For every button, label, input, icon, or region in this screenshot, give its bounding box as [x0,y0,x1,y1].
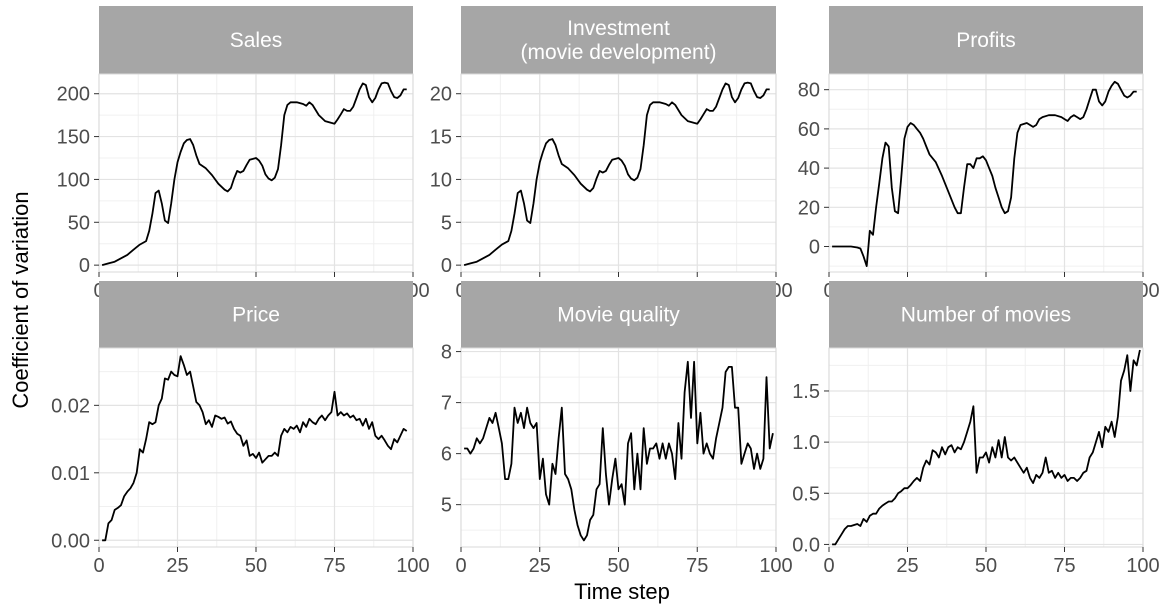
facet-panel: Number of movies 0.0 0.5 1.0 1.5 0 25 50 75 100 [792,281,1160,577]
y-axis-title: Coefficient of variation [8,191,33,408]
y-tick-label: 1.5 [792,381,820,403]
y-tick-label: 150 [57,127,90,149]
x-tick-label: 75 [1053,555,1075,577]
x-tick-label: 0 [93,555,104,577]
facet-title: (movie development) [520,41,716,64]
facet-title: Profits [956,29,1016,52]
y-tick-label: 1.0 [792,432,820,454]
x-tick-label: 0 [823,555,834,577]
y-tick-label: 10 [430,169,452,191]
y-tick-label: 200 [57,84,90,106]
x-tick-label: 100 [759,555,792,577]
facet-panel: Investment(movie development)05101520025… [430,6,793,302]
series-line [102,355,408,542]
x-tick-label: 25 [166,555,188,577]
y-tick-label: 50 [68,212,90,234]
y-tick-label: 5 [441,212,452,234]
x-tick-label: 50 [975,555,997,577]
series-line [464,360,774,542]
x-axis-title: Time step [574,579,670,604]
facet-strip [461,281,776,348]
series-line [463,81,770,266]
y-tick-label: 7 [441,393,452,415]
facet-title: Number of movies [901,304,1071,327]
y-tick-label: 0.01 [51,463,90,485]
y-tick-label: 80 [798,80,820,102]
y-tick-label: 15 [430,127,452,149]
x-tick-label: 50 [607,555,629,577]
y-tick-label: 0.00 [51,530,90,552]
y-tick-label: 0 [79,255,90,277]
x-tick-label: 100 [396,555,429,577]
x-tick-label: 25 [529,555,551,577]
x-tick-label: 50 [245,555,267,577]
y-tick-label: 8 [441,342,452,364]
y-tick-label: 20 [430,84,452,106]
facet-strip [461,6,776,74]
facet-strip [829,6,1143,74]
facet-strip [99,281,413,348]
x-tick-label: 75 [686,555,708,577]
facet-strip [99,6,413,74]
facet-strip [829,281,1143,348]
y-tick-label: 0 [809,237,820,259]
series-line [101,81,407,266]
y-tick-label: 6 [441,444,452,466]
y-tick-label: 0.5 [792,483,820,505]
x-tick-label: 100 [1126,555,1159,577]
facet-panel: Price 0.00 0.01 0.02 0 25 50 75 100 [51,281,430,577]
y-tick-label: 40 [798,158,820,180]
y-tick-label: 5 [441,495,452,517]
y-tick-label: 0.0 [792,534,820,556]
x-tick-label: 25 [896,555,918,577]
x-tick-label: 0 [455,555,466,577]
y-tick-label: 0 [441,255,452,277]
series-line [832,349,1141,546]
facet-panel: Sales0501001502000255075100 [57,6,430,302]
x-tick-label: 75 [323,555,345,577]
y-tick-label: 100 [57,169,90,191]
y-tick-label: 20 [798,197,820,219]
facet-title: Price [232,304,280,327]
facet-title: Sales [230,29,283,52]
facet-panel: Profits0204060800255075100 [798,6,1160,302]
facet-panel: Movie quality 5 6 7 8 0 25 50 75 100 [441,281,793,577]
series-line [832,80,1137,267]
facet-title: Investment [567,17,670,40]
y-tick-label: 0.02 [51,395,90,417]
facet-title: Movie quality [557,304,680,327]
y-tick-label: 60 [798,119,820,141]
